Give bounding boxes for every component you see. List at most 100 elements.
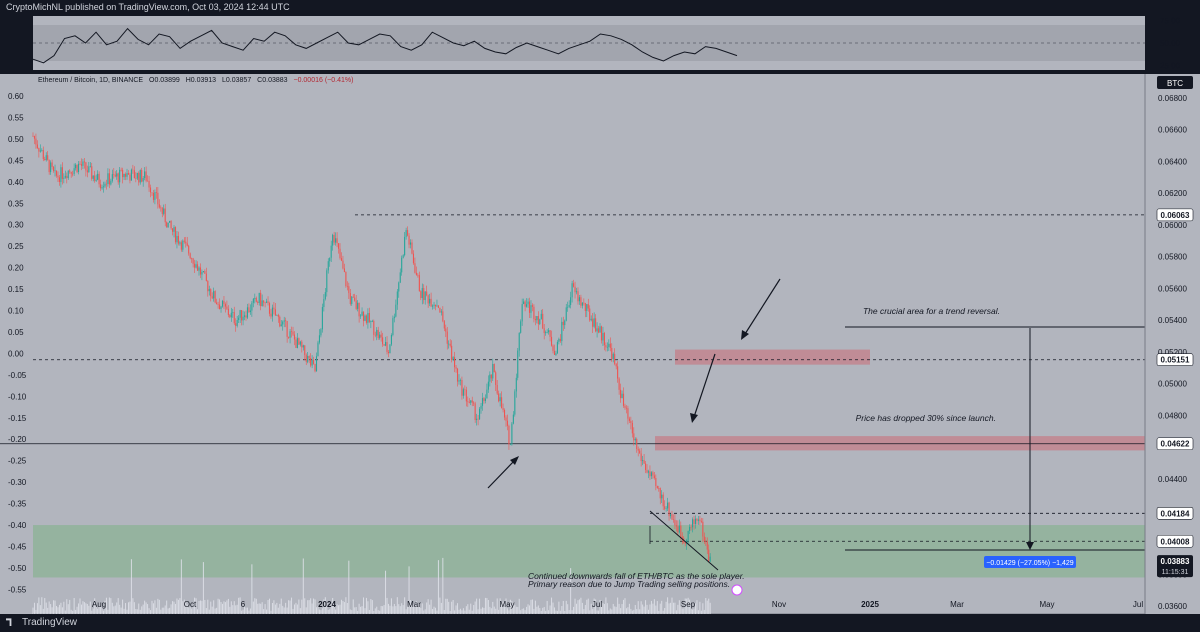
last-price-badge[interactable] [1157, 555, 1193, 578]
candle-body [142, 178, 144, 182]
candle-body [518, 332, 520, 351]
arrowhead-down-lower [690, 413, 698, 423]
candle-body [409, 242, 412, 245]
volume-bar [434, 607, 436, 614]
volume-bar [92, 608, 94, 614]
volume-bar [606, 603, 608, 614]
volume-bar [47, 607, 49, 614]
candle-body [61, 167, 63, 179]
volume-bar [574, 598, 576, 614]
candle-body [188, 245, 190, 254]
candle-body [365, 315, 368, 323]
price-axis[interactable] [1145, 74, 1200, 614]
volume-bar [100, 603, 102, 614]
volume-bar [116, 602, 118, 614]
candle-body [398, 282, 400, 292]
candle-body [290, 331, 293, 332]
volume-bar [426, 602, 428, 614]
volume-bar [646, 604, 648, 614]
volume-bar [380, 605, 382, 614]
currency-badge[interactable] [1157, 76, 1193, 89]
volume-bar [664, 607, 666, 614]
volume-bar [368, 609, 370, 614]
candle-body [346, 286, 348, 287]
arrow-up-left[interactable] [487, 459, 516, 489]
candle-body [127, 173, 130, 175]
measure-badge[interactable] [984, 556, 1076, 568]
descending-trendline[interactable] [649, 510, 719, 571]
volume-bar [423, 610, 425, 614]
volume-bar [687, 597, 689, 614]
candle-body [289, 331, 291, 338]
candle-body [509, 444, 511, 446]
volume-bar [354, 607, 356, 614]
candle-body [358, 302, 360, 317]
candle-body [583, 302, 585, 304]
candle-body [459, 380, 462, 381]
candle-body [517, 350, 519, 378]
volume-bar [213, 600, 215, 614]
candle-body [451, 345, 453, 360]
event-marker-icon[interactable] [731, 584, 743, 596]
volume-bar [53, 600, 55, 614]
attribution-text: CryptoMichNL published on TradingView.co… [6, 2, 290, 12]
annotation-text[interactable]: The crucial area for a trend reversal. [863, 306, 1000, 316]
candle-body [531, 305, 533, 307]
oscillator-tick-label: 50.00 [1160, 39, 1181, 48]
volume-bar [383, 604, 385, 614]
volume-bar [421, 603, 423, 614]
resistance-zone[interactable] [675, 349, 870, 365]
percent-tick-label: -0.50 [8, 564, 27, 573]
candle-body [477, 418, 479, 420]
candle-body [130, 169, 132, 181]
candle-body [392, 318, 394, 335]
volume-bar [534, 600, 536, 614]
support-zone[interactable] [33, 525, 1145, 578]
candle-body [423, 288, 425, 301]
candle-body [82, 161, 84, 166]
volume-bar [185, 602, 187, 614]
volume-bar [61, 607, 63, 614]
volume-bar [681, 608, 683, 614]
volume-bar [527, 604, 529, 614]
volume-bar [286, 607, 288, 614]
volume-bar [562, 600, 564, 614]
volume-bar [261, 602, 263, 614]
volume-bar [38, 597, 40, 614]
resistance-zone[interactable] [655, 436, 1145, 451]
annotation-text[interactable]: Primary reason due to Jump Trading selli… [528, 579, 730, 589]
candle-body [376, 329, 378, 336]
price-badges: 0.06063 0.05151 0.04622 0.04184 0.04008 0.038… [1156, 208, 1194, 578]
volume-bar [552, 602, 554, 614]
volume-bar [556, 610, 558, 614]
arrow-down-upper[interactable] [744, 278, 781, 335]
candle-body [587, 304, 589, 309]
volume-bar [468, 609, 470, 614]
candle-body [333, 234, 335, 243]
candle-body [498, 393, 500, 402]
annotation-text[interactable]: Price has dropped 30% since launch. [856, 413, 996, 423]
volume-bar [524, 610, 526, 614]
volume-bar [202, 562, 204, 614]
chart-canvas[interactable]: 75.00 50.00 25.00 The crucial area for a t… [0, 14, 1200, 614]
volume-bar [223, 601, 225, 614]
volume-bar [60, 602, 62, 614]
annotation-text[interactable]: Continued downwards fall of ETH/BTC as t… [528, 571, 745, 581]
legend-title: Ethereum / Bitcoin, 1D, BINANCE [38, 77, 143, 84]
candle-body [345, 272, 347, 287]
candle-body [273, 307, 275, 310]
volume-bar [274, 604, 276, 614]
volume-bar [167, 608, 169, 614]
candle-body [254, 297, 256, 299]
candle-body [104, 183, 106, 187]
arrow-down-lower[interactable] [693, 353, 716, 418]
candle-body [95, 179, 97, 181]
candle-body [474, 403, 476, 420]
candle-body [67, 170, 69, 179]
publication-header: CryptoMichNL published on TradingView.co… [0, 0, 1200, 14]
candle-body [542, 313, 544, 329]
volume-bar [634, 605, 636, 614]
candle-body [85, 162, 87, 171]
candle-body [343, 268, 345, 273]
candle-body [436, 305, 438, 307]
